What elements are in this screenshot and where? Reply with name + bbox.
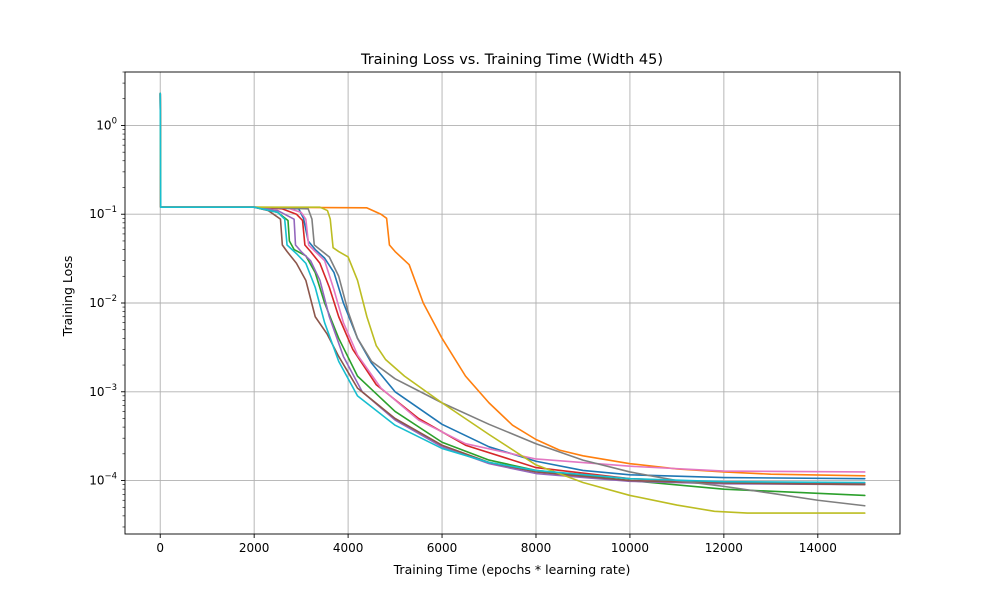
series-line-2 [159,92,866,477]
y-tick-label: 10−2 [89,294,117,310]
y-tick-label: 10−1 [89,205,117,221]
series-group [159,92,866,514]
chart-title: Training Loss vs. Training Time (Width 4… [360,52,663,68]
y-tick-label: 100 [96,116,117,132]
x-axis-ticks: 0 2000 4000 6000 8000 10000 12000 14000 [156,534,837,555]
x-tick-label: 4000 [333,541,364,555]
x-tick-label: 14000 [799,541,837,555]
x-tick-label: 8000 [521,541,552,555]
x-tick-label: 10000 [611,541,649,555]
x-tick-label: 12000 [705,541,743,555]
x-axis-label: Training Time (epochs * learning rate) [393,562,631,577]
series-line-10 [159,92,866,484]
grid [125,72,900,534]
series-line-9 [159,92,866,514]
y-tick-label: 10−4 [89,472,117,488]
x-tick-label: 6000 [427,541,458,555]
series-line-3 [159,92,866,497]
series-line-1 [159,92,866,480]
series-line-6 [159,92,866,486]
x-tick-label: 2000 [239,541,270,555]
y-axis-ticks: 10−4 10−3 10−2 10−1 100 [89,71,125,528]
y-axis-label: Training Loss [60,256,75,338]
series-line-7 [159,92,866,473]
series-line-8 [159,92,866,507]
y-tick-label: 10−3 [89,383,117,399]
x-tick-label: 0 [156,541,164,555]
series-line-5 [159,92,866,486]
